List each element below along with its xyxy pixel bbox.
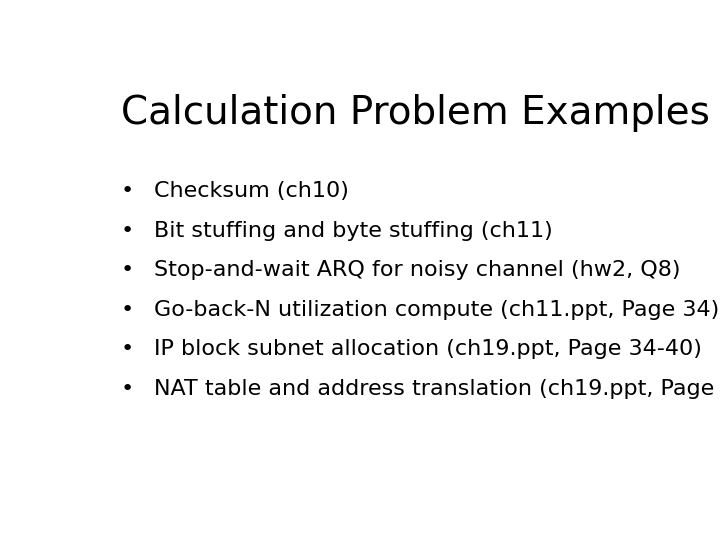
- Text: Bit stuffing and byte stuffing (ch11): Bit stuffing and byte stuffing (ch11): [154, 221, 553, 241]
- Text: •: •: [121, 300, 134, 320]
- Text: Go-back-N utilization compute (ch11.ppt, Page 34): Go-back-N utilization compute (ch11.ppt,…: [154, 300, 719, 320]
- Text: •: •: [121, 221, 134, 241]
- Text: Calculation Problem Examples: Calculation Problem Examples: [121, 94, 710, 132]
- Text: •: •: [121, 260, 134, 280]
- Text: NAT table and address translation (ch19.ppt, Page 44): NAT table and address translation (ch19.…: [154, 379, 720, 399]
- Text: IP block subnet allocation (ch19.ppt, Page 34-40): IP block subnet allocation (ch19.ppt, Pa…: [154, 339, 702, 359]
- Text: •: •: [121, 181, 134, 201]
- Text: Checksum (ch10): Checksum (ch10): [154, 181, 349, 201]
- Text: •: •: [121, 339, 134, 359]
- Text: •: •: [121, 379, 134, 399]
- Text: Stop-and-wait ARQ for noisy channel (hw2, Q8): Stop-and-wait ARQ for noisy channel (hw2…: [154, 260, 680, 280]
